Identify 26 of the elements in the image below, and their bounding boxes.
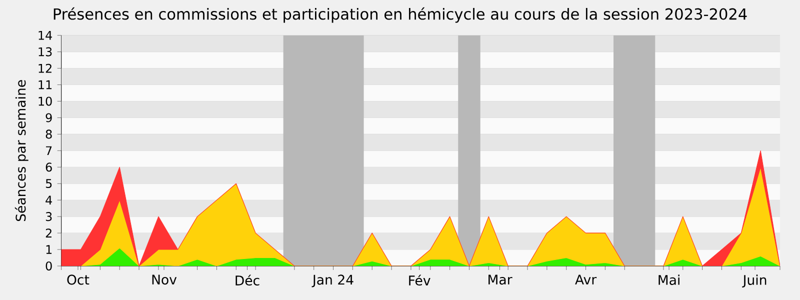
x-tick-label: Jan 24 xyxy=(312,274,354,288)
y-axis-title: Séances par semaine xyxy=(14,80,28,222)
x-tick-label: Juin xyxy=(742,274,766,288)
x-tick-label: Mai xyxy=(658,274,680,285)
x-tick-label: Avr xyxy=(575,274,597,284)
y-tick-label: 11 xyxy=(38,80,52,90)
y-tick-label: 7 xyxy=(46,146,52,156)
y-tick-label: 6 xyxy=(46,162,52,172)
y-tick-label: 12 xyxy=(38,64,52,73)
y-tick-label: 9 xyxy=(46,113,52,122)
y-tick-label: 5 xyxy=(46,179,52,188)
y-tick-label: 10 xyxy=(38,96,52,106)
y-tick-label: 2 xyxy=(46,228,52,238)
y-tick-label: 13 xyxy=(38,47,52,56)
x-tick-label: Mar xyxy=(488,274,512,285)
x-tick-label: Oct xyxy=(67,274,90,285)
x-tick-label: Déc xyxy=(236,274,260,286)
chart-title: Présences en commissions et participation en hémicycle au cours de la session 2023-2024 xyxy=(54,7,747,23)
y-tick-label: 8 xyxy=(46,130,52,139)
x-tick-label: Fév xyxy=(409,274,430,286)
y-tick-label: 0 xyxy=(46,261,52,271)
y-tick-label: 3 xyxy=(46,212,52,222)
x-tick-label: Nov xyxy=(152,274,177,285)
y-tick-label: 14 xyxy=(38,30,52,40)
y-tick-label: 4 xyxy=(46,196,52,204)
y-tick-label: 1 xyxy=(46,245,52,254)
